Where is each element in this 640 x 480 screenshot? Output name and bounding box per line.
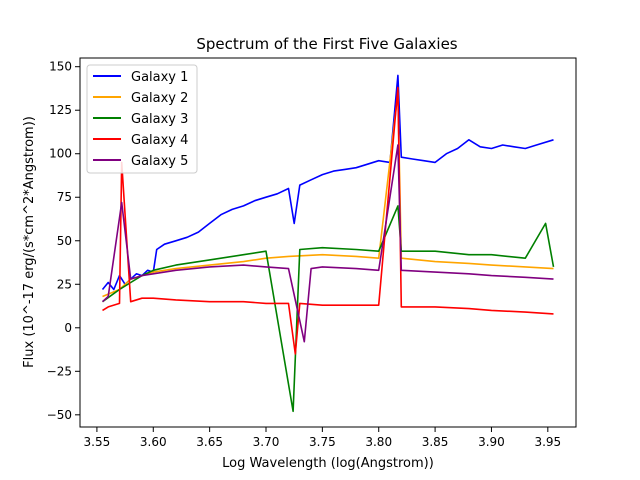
x-tick-label: 3.70 bbox=[253, 435, 280, 449]
series-line-galaxy-3 bbox=[102, 205, 555, 413]
legend-label-galaxy-4: Galaxy 4 bbox=[131, 133, 188, 148]
x-tick-label: 3.90 bbox=[478, 435, 505, 449]
x-tick-label: 3.75 bbox=[309, 435, 336, 449]
y-tick-label: −50 bbox=[47, 408, 72, 422]
y-tick-label: 25 bbox=[57, 277, 72, 291]
legend-label-galaxy-3: Galaxy 3 bbox=[131, 112, 188, 127]
x-axis-ticks: 3.55 3.60 3.65 3.70 3.75 3.80 3.85 3.90 3.95 bbox=[84, 427, 561, 449]
legend: Galaxy 1 Galaxy 2 Galaxy 3 Galaxy 4 Galaxy 5 bbox=[86, 64, 198, 174]
series-lines bbox=[101, 74, 555, 413]
y-axis-label: Flux (10^-17 erg/(s*cm^2*Angstrom)) bbox=[22, 116, 37, 368]
legend-label-galaxy-5: Galaxy 5 bbox=[131, 154, 188, 169]
y-tick-label: 100 bbox=[49, 147, 72, 161]
x-tick-label: 3.95 bbox=[534, 435, 561, 449]
y-tick-label: −25 bbox=[47, 364, 72, 378]
y-axis-ticks: −50 −25 0 25 50 75 100 125 150 bbox=[47, 60, 80, 422]
legend-label-galaxy-1: Galaxy 1 bbox=[131, 70, 188, 85]
series-line-galaxy-5 bbox=[101, 144, 554, 343]
x-tick-label: 3.60 bbox=[140, 435, 167, 449]
series-line-galaxy-4 bbox=[102, 86, 554, 355]
legend-label-galaxy-2: Galaxy 2 bbox=[131, 91, 188, 106]
y-tick-label: 125 bbox=[49, 103, 72, 117]
x-tick-label: 3.85 bbox=[422, 435, 449, 449]
legend-box bbox=[86, 64, 198, 174]
x-tick-label: 3.65 bbox=[196, 435, 223, 449]
y-tick-label: 50 bbox=[57, 234, 72, 248]
y-tick-label: 0 bbox=[64, 321, 72, 335]
series-line-galaxy-1 bbox=[101, 74, 554, 291]
x-tick-label: 3.80 bbox=[365, 435, 392, 449]
x-tick-label: 3.55 bbox=[84, 435, 111, 449]
chart-title: Spectrum of the First Five Galaxies bbox=[196, 35, 457, 53]
plot-frame bbox=[79, 57, 577, 428]
y-tick-label: 75 bbox=[57, 190, 72, 204]
y-tick-label: 150 bbox=[49, 60, 72, 74]
x-axis-label: Log Wavelength (log(Angstrom)) bbox=[222, 456, 434, 471]
